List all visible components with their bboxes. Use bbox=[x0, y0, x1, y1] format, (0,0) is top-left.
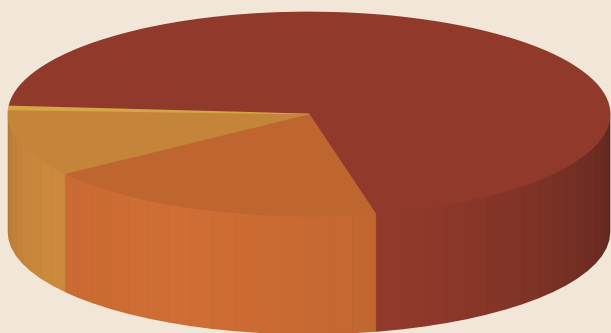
pie-slice-side-0 bbox=[605, 121, 610, 249]
pie-slice-side-1 bbox=[168, 203, 191, 327]
pie-slice-side-0 bbox=[594, 136, 602, 265]
pie-slice-side-1 bbox=[281, 215, 306, 333]
pie-slice-side-1 bbox=[110, 190, 130, 315]
pie-slice-side-1 bbox=[148, 199, 170, 323]
pie-slice-side-0 bbox=[565, 159, 578, 286]
pie-slice-side-0 bbox=[401, 207, 425, 330]
pie-slice-side-2 bbox=[51, 166, 66, 293]
pie-slice-side-1 bbox=[257, 214, 282, 333]
pie-slice-side-1 bbox=[234, 212, 259, 333]
pie-slice-side-0 bbox=[601, 128, 607, 257]
pie-slice-1 bbox=[63, 113, 377, 217]
pie-slice-side-0 bbox=[375, 212, 380, 332]
pie-slice-side-0 bbox=[485, 191, 505, 315]
pie-slice-side-2 bbox=[11, 128, 17, 257]
pie-slice-side-1 bbox=[93, 184, 111, 310]
pie-slice-side-0 bbox=[552, 166, 566, 293]
pie-slice-side-2 bbox=[8, 121, 12, 248]
pie-slice-side-1 bbox=[128, 195, 149, 319]
pie-slice-2 bbox=[7, 109, 310, 175]
pie-slice-side-1 bbox=[352, 213, 376, 333]
pie-slice-side-0 bbox=[586, 144, 596, 272]
pie-slice-side-0 bbox=[423, 204, 446, 327]
pie-slice-side-1 bbox=[190, 207, 213, 329]
pie-slice-side-1 bbox=[212, 210, 236, 332]
pie-slice-side-2 bbox=[22, 144, 31, 272]
pie-slice-side-2 bbox=[30, 152, 41, 279]
pie-slice-side-0 bbox=[521, 179, 539, 305]
pie-slice-side-0 bbox=[576, 152, 588, 279]
pie-slice-side-0 bbox=[465, 196, 487, 320]
pie-slice-0 bbox=[8, 11, 611, 214]
pie-slice-side-2 bbox=[40, 159, 53, 286]
pie-slice-side-2 bbox=[7, 113, 10, 240]
pie-slice-side-1 bbox=[64, 173, 78, 298]
pie-slice-side-0 bbox=[378, 210, 403, 332]
pie-slice-side-0 bbox=[504, 185, 523, 310]
pie-slice-3 bbox=[7, 105, 310, 115]
pie-slice-side-0 bbox=[537, 173, 553, 299]
pie-slice-side-1 bbox=[77, 178, 94, 304]
pie-slice-side-2 bbox=[15, 136, 23, 265]
pie-slice-side-1 bbox=[304, 215, 330, 333]
pie-slice-side-0 bbox=[445, 200, 467, 324]
pie-slice-side-1 bbox=[328, 214, 353, 333]
